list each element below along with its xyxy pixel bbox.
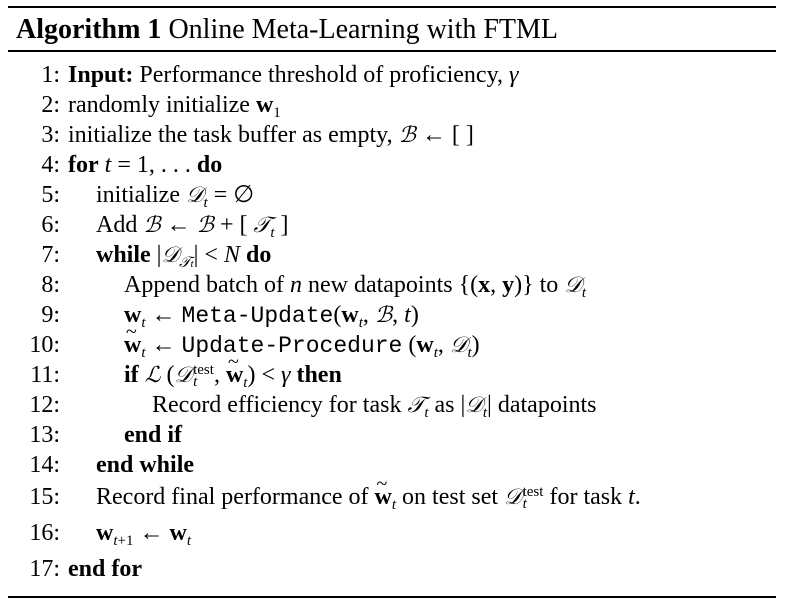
math-t-period: t. xyxy=(628,484,641,510)
algo-line-9: 9: wt ← Meta-Update(wt, ℬ, t) xyxy=(8,300,419,331)
algo-line-12: 12: Record efficiency for task 𝒯t as |𝒟t… xyxy=(8,390,597,421)
line-number: 7: xyxy=(41,242,60,268)
algo-line-7: 7: while |𝒟𝒯t| < N do xyxy=(8,240,271,270)
math-task: 𝒯t xyxy=(407,393,429,421)
line-text-3: to xyxy=(539,272,559,298)
line-number: 10: xyxy=(29,332,60,358)
line-number: 16: xyxy=(29,520,60,546)
line-text: initialize xyxy=(96,182,180,208)
keyword: end if xyxy=(124,422,183,448)
line-number: 3: xyxy=(41,122,60,148)
line-number: 15: xyxy=(29,484,60,510)
math-xy-set: {(x, y)} xyxy=(458,272,534,298)
math-meta-args: (wt, ℬ, t) xyxy=(333,302,419,331)
line-number: 14: xyxy=(29,452,60,478)
line-text-2: new datapoints xyxy=(307,272,453,298)
line-number: 4: xyxy=(41,152,60,178)
algo-line-5: 5: initialize 𝒟t = ∅ xyxy=(8,180,255,211)
algo-line-16: 16: wt+1 ← wt xyxy=(8,518,191,549)
math-buffer-add: ℬ ← ℬ + [ 𝒯t ] xyxy=(143,212,289,241)
algo-line-17: 17: end for xyxy=(8,554,142,584)
math-dt: 𝒟t xyxy=(564,273,587,301)
keyword-end: then xyxy=(296,362,342,388)
algo-line-4: 4: for t = 1, . . . do xyxy=(8,150,222,180)
algorithm-label: Algorithm 1 xyxy=(16,14,162,45)
line-number: 13: xyxy=(29,422,60,448)
math-wt-tilde: wt ← xyxy=(124,317,176,361)
keyword: for xyxy=(68,152,99,178)
algo-line-2: 2: randomly initialize w1 xyxy=(8,90,281,121)
algo-line-14: 14: end while xyxy=(8,450,194,480)
math-n: n xyxy=(289,272,302,298)
line-text: Performance threshold of proficiency, xyxy=(139,62,504,88)
keyword-end: do xyxy=(245,242,272,268)
procedure-name: Update-Procedure xyxy=(181,333,403,359)
bottom-rule xyxy=(8,596,776,598)
line-text-2: on test set xyxy=(402,484,499,510)
line-number: 12: xyxy=(29,392,60,418)
algorithm-box: Algorithm 1 Online Meta-Learning with FT… xyxy=(8,6,776,600)
math-w1: w1 xyxy=(255,92,281,121)
math-wt-tilde: wt xyxy=(375,469,397,513)
caption-rule xyxy=(8,50,776,52)
line-number: 2: xyxy=(41,92,60,118)
keyword-end: do xyxy=(196,152,223,178)
line-text: Append batch of xyxy=(124,272,284,298)
algo-line-8: 8: Append batch of n new datapoints {(x,… xyxy=(8,270,587,301)
line-text: randomly initialize xyxy=(68,92,250,118)
line-number: 17: xyxy=(29,556,60,582)
math-gamma: γ xyxy=(509,62,519,88)
math-buffer-empty: ℬ ← [ ] xyxy=(398,122,474,148)
algorithm-caption: Algorithm 1 Online Meta-Learning with FT… xyxy=(16,13,558,47)
line-text-2: as xyxy=(434,392,455,418)
algorithm-title: Online Meta-Learning with FTML xyxy=(168,14,559,45)
algo-line-3: 3: initialize the task buffer as empty, … xyxy=(8,120,474,150)
top-rule xyxy=(8,6,776,8)
keyword: end for xyxy=(68,556,142,582)
line-text: Add xyxy=(96,212,138,238)
algo-line-13: 13: end if xyxy=(8,420,182,450)
algo-line-10: 10: wt ← Update-Procedure (wt, 𝒟t) xyxy=(8,317,480,361)
line-number: 11: xyxy=(30,362,60,388)
keyword: if xyxy=(124,362,139,388)
math-w-next: wt+1 ← wt xyxy=(96,520,191,549)
line-number: 5: xyxy=(41,182,60,208)
line-text: Record efficiency for task xyxy=(152,392,402,418)
keyword: Input: xyxy=(68,62,134,88)
keyword: end while xyxy=(96,452,195,478)
math-update-args: (wt, 𝒟t) xyxy=(408,332,480,361)
math-dt-size: |𝒟t| xyxy=(460,392,492,421)
procedure-name: Meta-Update xyxy=(181,303,334,329)
line-text-3: for task xyxy=(549,484,623,510)
math-dt-empty: 𝒟t = ∅ xyxy=(185,182,255,211)
line-text-3: datapoints xyxy=(497,392,597,418)
math-loop-range: t = 1, . . . xyxy=(104,152,191,178)
line-number: 6: xyxy=(41,212,60,238)
line-text: initialize the task buffer as empty, xyxy=(68,122,393,148)
line-number: 1: xyxy=(41,62,60,88)
line-number: 9: xyxy=(41,302,60,328)
line-number: 8: xyxy=(41,272,60,298)
algo-line-6: 6: Add ℬ ← ℬ + [ 𝒯t ] xyxy=(8,210,289,241)
algo-line-1: 1: Input: Performance threshold of profi… xyxy=(8,60,518,90)
keyword: while xyxy=(96,242,151,268)
algo-line-15: 15: Record final performance of wt on te… xyxy=(8,469,641,513)
line-text: Record final performance of xyxy=(96,484,369,510)
math-while-cond: |𝒟𝒯t| < N xyxy=(156,242,240,271)
